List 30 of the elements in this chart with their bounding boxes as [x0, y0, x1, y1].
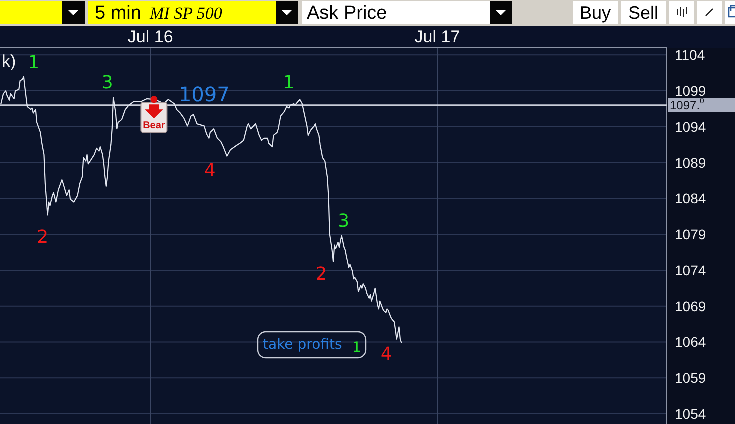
y-tick-label: 1094 — [675, 118, 706, 135]
annotation: 3 — [102, 72, 114, 94]
annotation: 1 — [283, 72, 295, 94]
annotation: k) — [2, 52, 16, 70]
annotation: take profits — [263, 337, 342, 353]
y-tick-label: 1084 — [675, 190, 706, 207]
x-tick-label: Jul 16 — [128, 28, 174, 46]
annotation: 1 — [352, 340, 362, 356]
x-tick-label: Jul 17 — [414, 28, 460, 46]
y-tick-label: 1059 — [675, 370, 706, 386]
y-tick-label: 1104 — [675, 47, 706, 64]
annotation: 3 — [338, 210, 350, 232]
text: Buy — [580, 3, 612, 23]
annotation: 1097 — [178, 82, 230, 106]
annotation: 4 — [204, 160, 216, 181]
y-tick-label: 1074 — [675, 262, 706, 278]
chart-subtitle: 5 min — [95, 2, 142, 24]
annotation: 1 — [28, 52, 40, 74]
text: Ask Price — [307, 2, 388, 24]
y-tick-label: 1089 — [675, 154, 706, 171]
annotation: 2 — [37, 226, 49, 248]
chart-title: MI SP 500 — [149, 4, 223, 22]
annotation: 4 — [380, 343, 392, 364]
y-tick-label: 1069 — [675, 298, 706, 314]
text: Sell — [628, 3, 659, 23]
annotation: Bear — [143, 120, 166, 132]
y-tick-label: 1054 — [675, 406, 706, 422]
y-tick-label: 1079 — [675, 226, 706, 243]
annotation: 2 — [316, 263, 328, 284]
y-tick-label: 1064 — [675, 334, 706, 350]
